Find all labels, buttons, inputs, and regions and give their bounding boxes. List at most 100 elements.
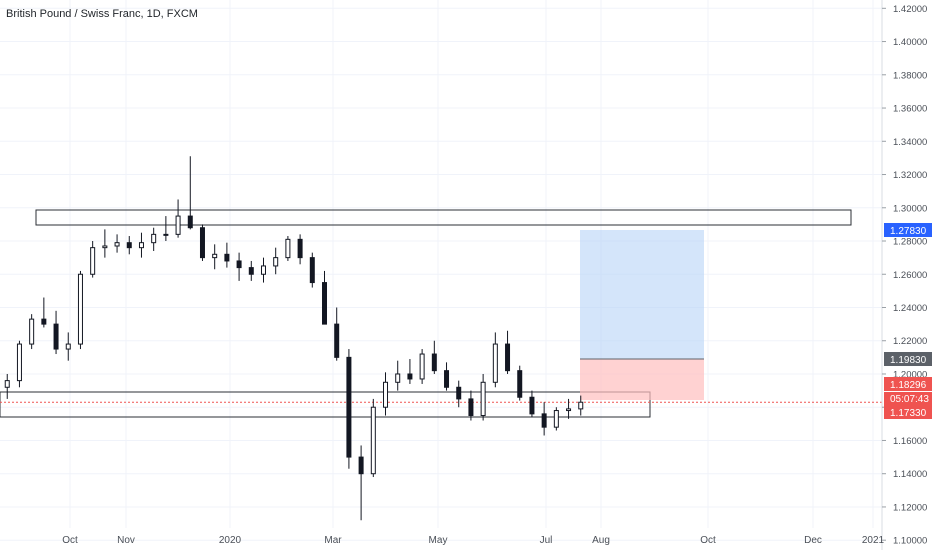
candles[interactable] bbox=[4, 156, 584, 521]
candle-body bbox=[431, 353, 437, 372]
candle-body bbox=[480, 381, 486, 417]
candle[interactable] bbox=[114, 234, 120, 253]
x-tick-label: Oct bbox=[700, 535, 716, 546]
candle-body bbox=[187, 215, 193, 229]
candle[interactable] bbox=[102, 229, 108, 258]
candle[interactable] bbox=[309, 252, 315, 288]
y-tick-label: 1.30000 bbox=[893, 203, 927, 214]
candle[interactable] bbox=[273, 247, 279, 275]
candle[interactable] bbox=[553, 407, 559, 431]
candle[interactable] bbox=[236, 252, 242, 281]
candle-body bbox=[65, 343, 71, 350]
upper-target-label: 1.27830 bbox=[890, 226, 927, 237]
x-tick-label: Jul bbox=[540, 535, 553, 546]
candle[interactable] bbox=[260, 257, 266, 283]
candle[interactable] bbox=[578, 395, 584, 416]
candle[interactable] bbox=[187, 156, 193, 230]
x-tick-label: Dec bbox=[804, 535, 822, 546]
entry-label: 1.19830 bbox=[890, 355, 927, 366]
candle-body bbox=[77, 273, 83, 345]
candle[interactable] bbox=[444, 362, 450, 391]
candle[interactable] bbox=[212, 244, 218, 270]
stop-badge bbox=[884, 405, 932, 419]
y-tick-label: 1.14000 bbox=[893, 469, 927, 480]
y-tick-label: 1.32000 bbox=[893, 170, 927, 181]
entry-badge bbox=[884, 352, 932, 366]
stop-label: 1.17330 bbox=[890, 408, 927, 419]
candle-body bbox=[553, 410, 559, 428]
candle-body bbox=[444, 370, 450, 388]
upper-target-badge bbox=[884, 223, 932, 237]
candle-body bbox=[456, 386, 462, 400]
candle-body bbox=[236, 260, 242, 269]
candle[interactable] bbox=[77, 270, 83, 350]
candle[interactable] bbox=[126, 236, 132, 255]
candle-body bbox=[175, 215, 181, 235]
candle[interactable] bbox=[163, 216, 169, 242]
candle[interactable] bbox=[297, 234, 303, 265]
support-box[interactable] bbox=[0, 391, 651, 418]
candle[interactable] bbox=[175, 199, 181, 238]
candle[interactable] bbox=[41, 297, 47, 328]
candle[interactable] bbox=[505, 330, 511, 374]
candle[interactable] bbox=[4, 373, 10, 399]
candle[interactable] bbox=[151, 227, 157, 251]
candle-body bbox=[566, 408, 572, 412]
y-tick-label: 1.26000 bbox=[893, 270, 927, 281]
candle[interactable] bbox=[529, 390, 535, 418]
candle[interactable] bbox=[224, 242, 230, 268]
candle-body bbox=[468, 398, 474, 417]
y-tick-label: 1.24000 bbox=[893, 303, 927, 314]
candle[interactable] bbox=[322, 270, 328, 325]
y-tick-label: 1.20000 bbox=[893, 369, 927, 380]
candle[interactable] bbox=[334, 307, 340, 361]
candle[interactable] bbox=[199, 224, 205, 261]
candle[interactable] bbox=[566, 398, 572, 419]
candle[interactable] bbox=[541, 402, 547, 436]
candle[interactable] bbox=[517, 365, 523, 401]
profit-zone[interactable] bbox=[580, 230, 704, 359]
resistance-box[interactable] bbox=[35, 209, 852, 226]
y-tick-label: 1.36000 bbox=[893, 104, 927, 115]
candle[interactable] bbox=[492, 332, 498, 388]
loss-zone[interactable] bbox=[580, 359, 704, 400]
y-tick-label: 1.28000 bbox=[893, 237, 927, 248]
candle-body bbox=[126, 242, 132, 249]
candle[interactable] bbox=[395, 360, 401, 391]
y-tick-label: 1.12000 bbox=[893, 502, 927, 513]
candle[interactable] bbox=[138, 232, 144, 258]
candle[interactable] bbox=[346, 349, 352, 469]
candle-body bbox=[29, 318, 35, 345]
candle-body bbox=[346, 356, 352, 458]
x-tick-label: Nov bbox=[117, 535, 135, 546]
candle[interactable] bbox=[358, 445, 364, 521]
candle[interactable] bbox=[480, 373, 486, 421]
candle[interactable] bbox=[248, 260, 254, 281]
candle[interactable] bbox=[65, 332, 71, 361]
candle-body bbox=[163, 233, 169, 236]
price-labels: 1.27830 1.19830 1.18296 05:07:43 1.17330 bbox=[884, 223, 932, 419]
candle[interactable] bbox=[468, 390, 474, 421]
candle[interactable] bbox=[285, 236, 291, 261]
candle[interactable] bbox=[431, 340, 437, 374]
candle[interactable] bbox=[370, 398, 376, 478]
candle[interactable] bbox=[419, 349, 425, 384]
candle[interactable] bbox=[407, 359, 413, 384]
candle-body bbox=[16, 343, 22, 382]
candle[interactable] bbox=[456, 380, 462, 408]
candle[interactable] bbox=[53, 310, 59, 355]
y-tick-label: 1.16000 bbox=[893, 436, 927, 447]
y-axis: 1.100001.120001.140001.160001.180001.200… bbox=[882, 4, 927, 547]
x-tick-label: May bbox=[429, 535, 448, 546]
candle-body bbox=[334, 323, 340, 358]
candle[interactable] bbox=[16, 340, 22, 388]
candle[interactable] bbox=[29, 314, 35, 350]
candle[interactable] bbox=[90, 241, 96, 278]
candle-body bbox=[322, 282, 328, 325]
candle[interactable] bbox=[383, 372, 389, 416]
x-tick-label: Aug bbox=[592, 535, 610, 546]
candle-body bbox=[297, 238, 303, 259]
